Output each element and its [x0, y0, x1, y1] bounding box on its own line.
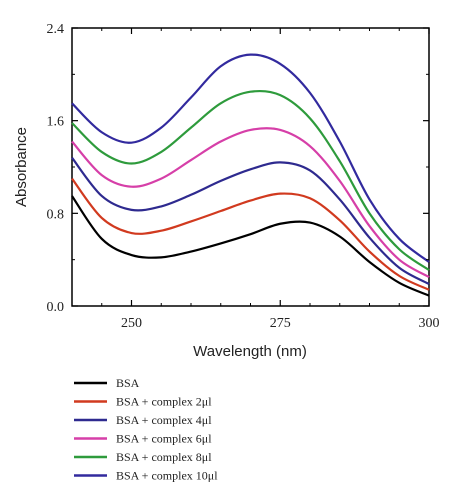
y-tick-label: 0.0 [47, 300, 65, 315]
series-line-1 [71, 195, 430, 297]
y-tick-label: 1.6 [47, 115, 65, 130]
legend-label-6: BSA + complex 10μl [116, 469, 218, 483]
legend-label-2: BSA + complex 2μl [116, 395, 212, 409]
legend-label-3: BSA + complex 4μl [116, 413, 212, 427]
legend-label-1: BSA [116, 376, 140, 390]
legend-label-4: BSA + complex 6μl [116, 432, 212, 446]
x-tick-label: 250 [121, 316, 142, 331]
series-line-3 [71, 157, 430, 285]
series-line-4 [71, 127, 430, 279]
tick-layer: 250 275 300 0.0 0.8 1.6 2.4 [47, 22, 440, 331]
legend: BSA BSA + complex 2μl BSA + complex 4μl BSA… [74, 376, 218, 483]
x-tick-label: 275 [270, 316, 291, 331]
series-layer [71, 53, 430, 297]
y-axis-label: Absorbance [13, 127, 30, 207]
y-tick-label: 0.8 [47, 207, 65, 222]
plot-frame [71, 27, 430, 307]
series-line-6 [71, 53, 430, 263]
series-line-2 [71, 177, 430, 291]
y-tick-label: 2.4 [47, 22, 65, 37]
x-axis-label: Wavelength (nm) [193, 343, 307, 360]
series-line-5 [71, 89, 430, 271]
legend-label-5: BSA + complex 8μl [116, 450, 212, 464]
x-tick-label: 300 [419, 316, 440, 331]
